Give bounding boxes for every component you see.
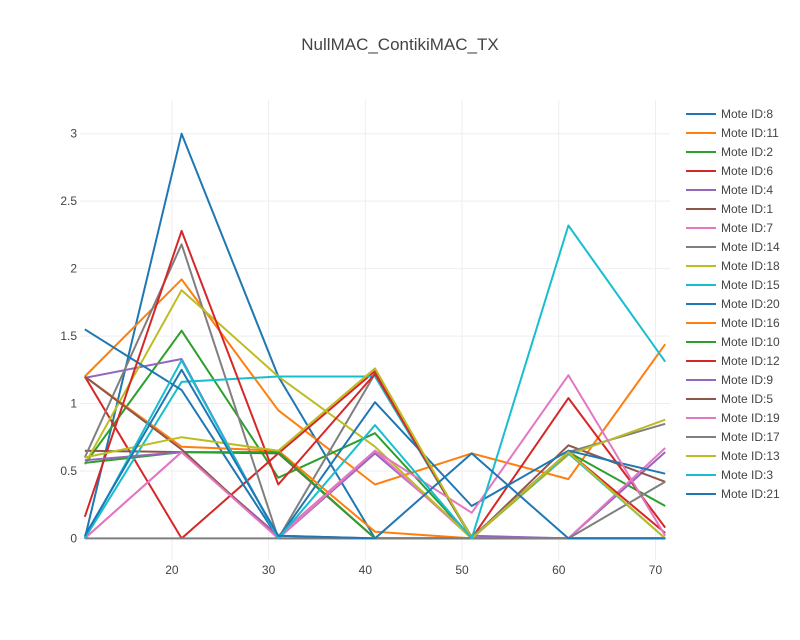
y-axis: 0 0.5 1 1.5 2 2.5 3 bbox=[60, 127, 77, 546]
legend-label: Mote ID:12 bbox=[721, 354, 780, 368]
legend-label: Mote ID:21 bbox=[721, 487, 780, 501]
legend-label: Mote ID:13 bbox=[721, 449, 780, 463]
legend-item[interactable]: Mote ID:17 bbox=[686, 430, 780, 444]
legend-item[interactable]: Mote ID:12 bbox=[686, 354, 780, 368]
legend-item[interactable]: Mote ID:21 bbox=[686, 487, 780, 501]
x-tick-label: 60 bbox=[552, 563, 566, 577]
legend-label: Mote ID:20 bbox=[721, 297, 780, 311]
legend-label: Mote ID:7 bbox=[721, 221, 773, 235]
legend-item[interactable]: Mote ID:3 bbox=[686, 468, 773, 482]
legend-item[interactable]: Mote ID:6 bbox=[686, 164, 773, 178]
x-tick-label: 40 bbox=[359, 563, 373, 577]
legend-label: Mote ID:18 bbox=[721, 259, 780, 273]
legend-item[interactable]: Mote ID:18 bbox=[686, 259, 780, 273]
legend-label: Mote ID:9 bbox=[721, 373, 773, 387]
legend-label: Mote ID:16 bbox=[721, 316, 780, 330]
legend-item[interactable]: Mote ID:7 bbox=[686, 221, 773, 235]
series-line[interactable] bbox=[83, 368, 666, 540]
legend-item[interactable]: Mote ID:5 bbox=[686, 392, 773, 406]
legend-label: Mote ID:5 bbox=[721, 392, 773, 406]
x-tick-label: 20 bbox=[165, 563, 179, 577]
y-tick-label: 1.5 bbox=[60, 329, 77, 343]
legend-label: Mote ID:1 bbox=[721, 202, 773, 216]
legend-label: Mote ID:8 bbox=[721, 107, 773, 121]
legend-label: Mote ID:4 bbox=[721, 183, 773, 197]
legend-item[interactable]: Mote ID:11 bbox=[686, 126, 779, 140]
legend-label: Mote ID:14 bbox=[721, 240, 780, 254]
series-line[interactable] bbox=[84, 278, 667, 486]
legend-item[interactable]: Mote ID:1 bbox=[686, 202, 773, 216]
legend-item[interactable]: Mote ID:4 bbox=[686, 183, 773, 197]
legend-label: Mote ID:3 bbox=[721, 468, 773, 482]
x-axis: 20 30 40 50 60 70 bbox=[165, 563, 662, 577]
x-tick-label: 30 bbox=[262, 563, 276, 577]
grid bbox=[80, 100, 670, 560]
chart-title: NullMAC_ContikiMAC_TX bbox=[301, 35, 498, 54]
series-line[interactable] bbox=[84, 367, 666, 540]
legend-item[interactable]: Mote ID:8 bbox=[686, 107, 773, 121]
y-tick-label: 2 bbox=[70, 262, 77, 276]
legend-item[interactable]: Mote ID:13 bbox=[686, 449, 780, 463]
legend-item[interactable]: Mote ID:9 bbox=[686, 373, 773, 387]
legend-label: Mote ID:2 bbox=[721, 145, 773, 159]
y-tick-label: 0 bbox=[70, 531, 77, 545]
legend-label: Mote ID:17 bbox=[721, 430, 780, 444]
y-tick-label: 1 bbox=[70, 397, 77, 411]
legend-item[interactable]: Mote ID:10 bbox=[686, 335, 780, 349]
legend-label: Mote ID:11 bbox=[721, 126, 779, 140]
series-line[interactable] bbox=[83, 289, 666, 540]
y-tick-label: 0.5 bbox=[60, 464, 77, 478]
y-tick-label: 2.5 bbox=[60, 194, 77, 208]
series-line[interactable] bbox=[84, 328, 666, 540]
legend-item[interactable]: Mote ID:19 bbox=[686, 411, 780, 425]
legend-label: Mote ID:19 bbox=[721, 411, 780, 425]
legend-label: Mote ID:6 bbox=[721, 164, 773, 178]
legend[interactable]: Mote ID:8 Mote ID:11 Mote ID:2 Mote ID:6 Mot… bbox=[686, 107, 780, 501]
legend-item[interactable]: Mote ID:15 bbox=[686, 278, 780, 292]
x-tick-label: 70 bbox=[649, 563, 663, 577]
y-tick-label: 3 bbox=[70, 127, 77, 141]
series-line[interactable] bbox=[84, 374, 667, 540]
legend-item[interactable]: Mote ID:16 bbox=[686, 316, 780, 330]
plot-area bbox=[83, 132, 667, 540]
legend-label: Mote ID:15 bbox=[721, 278, 780, 292]
x-tick-label: 50 bbox=[455, 563, 469, 577]
legend-item[interactable]: Mote ID:14 bbox=[686, 240, 780, 254]
series-line[interactable] bbox=[83, 224, 667, 540]
legend-label: Mote ID:10 bbox=[721, 335, 780, 349]
legend-item[interactable]: Mote ID:20 bbox=[686, 297, 780, 311]
legend-item[interactable]: Mote ID:2 bbox=[686, 145, 773, 159]
